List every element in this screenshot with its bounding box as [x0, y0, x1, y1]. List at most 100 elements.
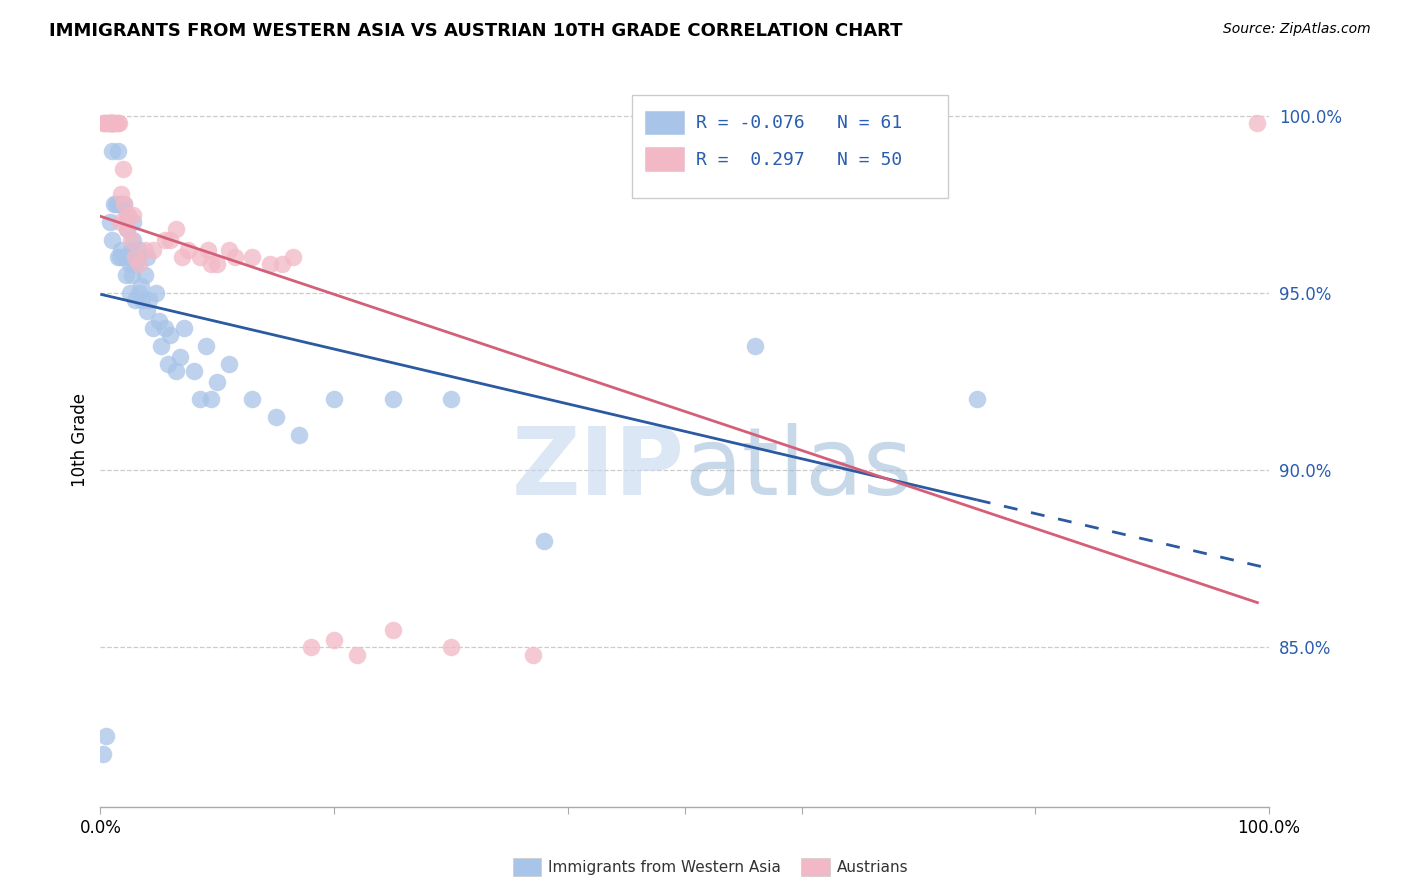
- Point: [124, 257, 146, 271]
- Point: [128, 257, 150, 271]
- Point: [96, 115, 118, 129]
- Point: [218, 244, 240, 258]
- Point: [98, 215, 121, 229]
- Point: [153, 233, 176, 247]
- Point: [138, 293, 160, 307]
- Point: [128, 244, 150, 258]
- Point: [323, 392, 346, 407]
- Point: [112, 197, 135, 211]
- Point: [115, 222, 138, 236]
- Point: [115, 222, 138, 236]
- Point: [533, 534, 555, 549]
- Point: [200, 392, 222, 407]
- Point: [107, 251, 129, 265]
- Point: [108, 115, 131, 129]
- Point: [120, 244, 142, 258]
- Point: [134, 268, 156, 282]
- Point: [1246, 115, 1268, 129]
- Point: [134, 244, 156, 258]
- Point: [136, 303, 159, 318]
- Text: atlas: atlas: [685, 424, 912, 516]
- Text: N = 61: N = 61: [837, 114, 901, 132]
- Point: [115, 208, 138, 222]
- Point: [259, 257, 281, 271]
- Point: [172, 251, 194, 265]
- Point: [100, 115, 122, 129]
- Point: [122, 215, 145, 229]
- Point: [205, 375, 228, 389]
- Point: [224, 251, 246, 265]
- Point: [744, 339, 766, 353]
- Point: [110, 186, 132, 201]
- Point: [194, 339, 217, 353]
- Point: [131, 293, 153, 307]
- Point: [101, 115, 124, 129]
- Point: [107, 144, 129, 158]
- Point: [103, 197, 125, 211]
- Point: [129, 278, 152, 293]
- Point: [346, 648, 368, 662]
- Point: [121, 268, 143, 282]
- Text: ZIP: ZIP: [512, 424, 685, 516]
- Point: [148, 314, 170, 328]
- Point: [381, 623, 404, 637]
- Point: [107, 115, 129, 129]
- Point: [522, 648, 544, 662]
- Point: [115, 215, 138, 229]
- Point: [111, 161, 134, 176]
- Point: [169, 350, 191, 364]
- Point: [264, 409, 287, 424]
- Point: [104, 197, 127, 211]
- Point: [124, 293, 146, 307]
- Point: [173, 321, 195, 335]
- Point: [100, 115, 122, 129]
- Text: Immigrants from Western Asia: Immigrants from Western Asia: [548, 860, 782, 874]
- Point: [188, 251, 211, 265]
- Point: [177, 244, 200, 258]
- Point: [197, 244, 219, 258]
- Point: [153, 321, 176, 335]
- Point: [188, 392, 211, 407]
- Point: [323, 633, 346, 648]
- Point: [145, 285, 167, 300]
- Bar: [644, 146, 685, 172]
- Text: IMMIGRANTS FROM WESTERN ASIA VS AUSTRIAN 10TH GRADE CORRELATION CHART: IMMIGRANTS FROM WESTERN ASIA VS AUSTRIAN…: [49, 22, 903, 40]
- Point: [127, 251, 149, 265]
- Point: [218, 357, 240, 371]
- Y-axis label: 10th Grade: 10th Grade: [72, 393, 89, 487]
- FancyBboxPatch shape: [633, 95, 948, 198]
- Point: [136, 251, 159, 265]
- Point: [381, 392, 404, 407]
- Point: [118, 257, 141, 271]
- Point: [165, 364, 187, 378]
- Point: [101, 115, 124, 129]
- Point: [115, 268, 138, 282]
- Point: [110, 251, 132, 265]
- Point: [157, 357, 180, 371]
- Point: [93, 115, 115, 129]
- Point: [270, 257, 292, 271]
- Point: [96, 729, 118, 743]
- Point: [112, 251, 135, 265]
- Point: [112, 197, 135, 211]
- Point: [110, 244, 132, 258]
- Text: R =  0.297: R = 0.297: [696, 151, 806, 169]
- Point: [115, 251, 138, 265]
- Point: [159, 233, 181, 247]
- Point: [91, 747, 114, 761]
- Point: [122, 208, 145, 222]
- Point: [440, 640, 463, 655]
- Point: [150, 339, 173, 353]
- Point: [122, 233, 145, 247]
- Point: [98, 115, 121, 129]
- Point: [128, 285, 150, 300]
- Point: [183, 364, 205, 378]
- Point: [103, 115, 125, 129]
- Point: [205, 257, 228, 271]
- Point: [200, 257, 222, 271]
- Point: [110, 197, 132, 211]
- Point: [440, 392, 463, 407]
- Point: [110, 215, 132, 229]
- Point: [96, 115, 118, 129]
- Point: [159, 328, 181, 343]
